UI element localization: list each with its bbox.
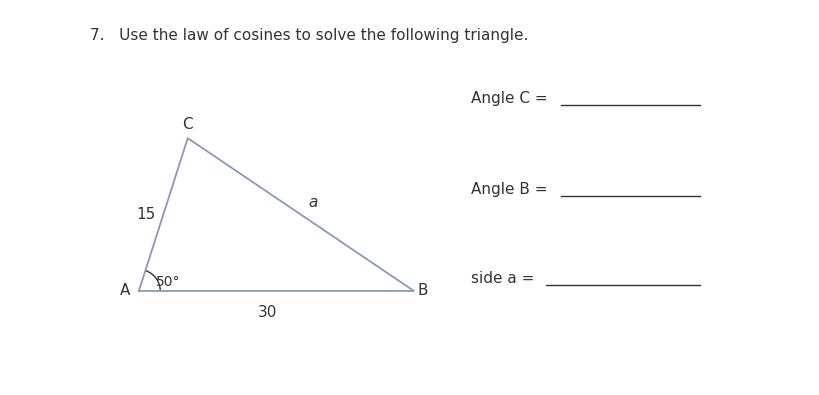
Text: Angle C =: Angle C = xyxy=(471,91,548,106)
Text: A: A xyxy=(120,284,130,299)
Text: 50°: 50° xyxy=(156,275,180,289)
Text: 15: 15 xyxy=(137,207,156,222)
Text: 7.   Use the law of cosines to solve the following triangle.: 7. Use the law of cosines to solve the f… xyxy=(90,28,528,43)
Text: Angle B =: Angle B = xyxy=(471,182,547,197)
Text: side a =: side a = xyxy=(471,271,534,286)
Text: 30: 30 xyxy=(257,305,277,320)
Text: C: C xyxy=(183,117,193,132)
Text: a: a xyxy=(309,195,318,210)
Text: B: B xyxy=(418,284,428,299)
